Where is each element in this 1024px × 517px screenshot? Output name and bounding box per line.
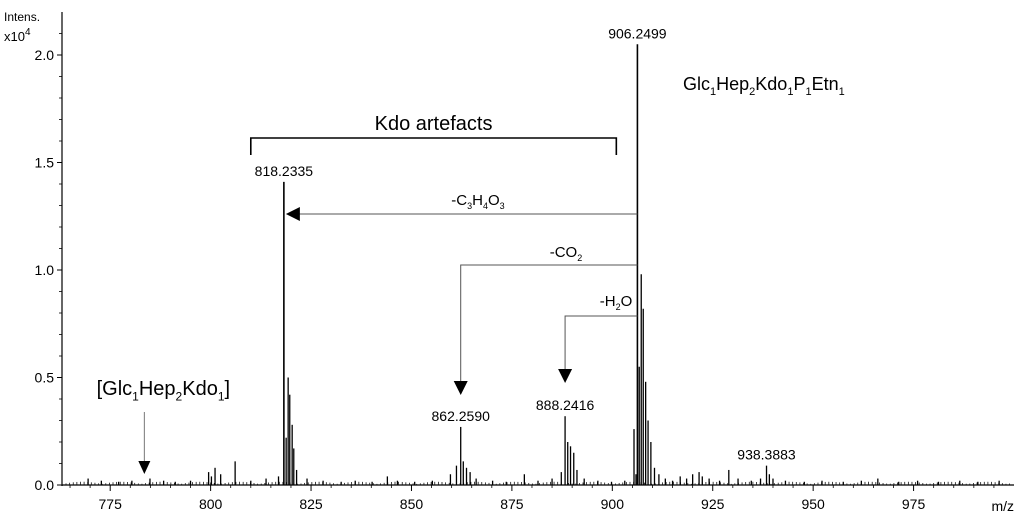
x-tick-label: 850 xyxy=(400,496,424,512)
kdo-artefacts-bracket xyxy=(249,137,618,155)
y-tick-label: 0.0 xyxy=(35,477,55,493)
spectrum-peaks xyxy=(65,44,1010,485)
missing-species-label: [Glc1Hep2Kdo1] xyxy=(97,378,230,404)
x-tick-label: 950 xyxy=(801,496,825,512)
kdo-artefacts-label: Kdo artefacts xyxy=(375,113,493,135)
x-axis-label: m/z xyxy=(991,498,1014,514)
y-tick-label: 2.0 xyxy=(35,47,55,63)
y-axis-multiplier: x104 xyxy=(4,27,31,44)
peak-label: 938.3883 xyxy=(737,447,796,463)
peak-label: 862.2590 xyxy=(432,408,491,424)
loss-co2-arrowhead xyxy=(453,381,468,395)
parent-formula-label: Glc1Hep2Kdo1P1Etn1 xyxy=(683,74,845,98)
y-tick-label: 1.0 xyxy=(35,262,55,278)
x-tick-label: 800 xyxy=(199,496,223,512)
axes: 0.0 0.5 1.0 1.5 2.0 775 800 825 850 875 900 925 950 9… xyxy=(4,10,1014,514)
annotations: Glc1Hep2Kdo1P1Etn1 Kdo artefacts -C3H4O3 -C… xyxy=(97,74,845,474)
x-tick-label: 775 xyxy=(99,496,123,512)
peak-label: 818.2335 xyxy=(255,163,314,179)
x-tick-label: 825 xyxy=(299,496,323,512)
peak-label: 888.2416 xyxy=(536,397,595,413)
loss-co2-arrow-line xyxy=(460,264,638,383)
peak-labels: 818.2335 862.2590 888.2416 906.2499 938.3883 xyxy=(255,25,796,462)
loss-h2o-arrow-line xyxy=(564,315,638,371)
loss-h2o-label: -H2O xyxy=(600,293,633,312)
loss-c3h4o3-arrowhead xyxy=(285,207,300,221)
x-tick-label: 875 xyxy=(500,496,524,512)
y-tick-label: 1.5 xyxy=(35,155,55,171)
peak-label: 906.2499 xyxy=(608,25,667,41)
loss-c3h4o3-label: -C3H4O3 xyxy=(451,192,504,211)
y-tick-label: 0.5 xyxy=(35,370,55,386)
x-tick-label: 975 xyxy=(902,496,926,512)
loss-co2-label: -CO2 xyxy=(550,244,583,263)
missing-species-arrowhead xyxy=(138,461,151,474)
loss-h2o-arrowhead xyxy=(558,369,573,383)
y-axis-label: Intens. xyxy=(4,10,40,24)
x-tick-label: 900 xyxy=(601,496,625,512)
x-tick-label: 925 xyxy=(701,496,725,512)
